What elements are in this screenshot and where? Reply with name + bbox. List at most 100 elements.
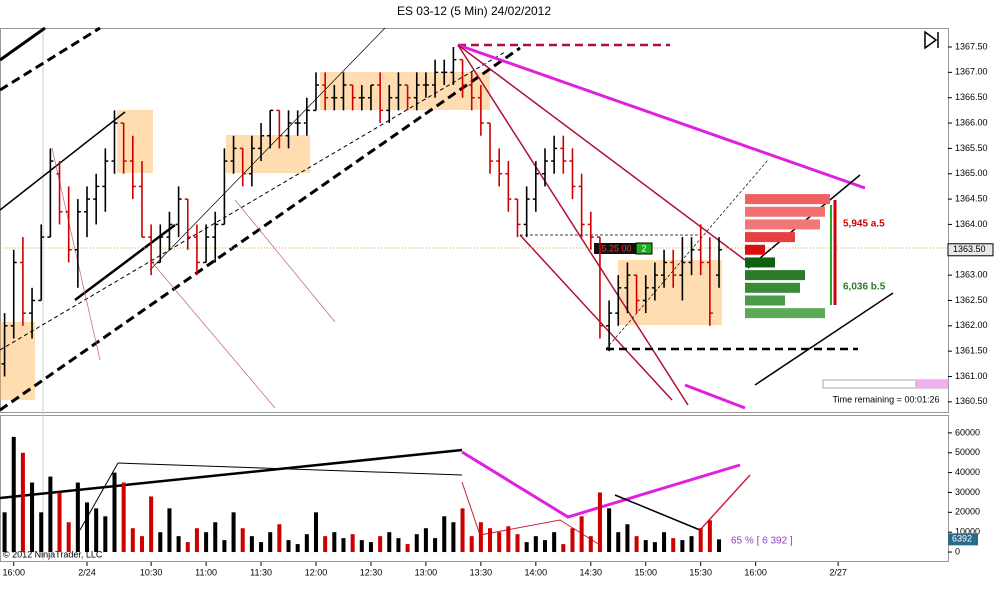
y-tick-label: 1366.00 xyxy=(955,117,988,127)
volume-bar xyxy=(11,436,16,553)
x-tick-label: 11:00 xyxy=(195,567,217,577)
ohlc-bar xyxy=(514,198,521,238)
ohlc-bar xyxy=(670,249,677,288)
last-volume-box xyxy=(948,533,978,546)
ohlc-bar xyxy=(331,85,338,111)
volume-bar xyxy=(57,492,62,553)
timer-progress xyxy=(915,380,948,388)
ohlc-bar xyxy=(688,237,695,276)
ohlc-bar xyxy=(487,122,494,174)
x-tick-label: 15:30 xyxy=(689,567,712,577)
volume-bar xyxy=(396,538,401,553)
y-tick-label: 1364.00 xyxy=(955,219,988,229)
last-price-label: 1363.50 xyxy=(953,244,986,254)
volume-bar xyxy=(350,534,355,553)
timer: Time remaining = 00:01:26 xyxy=(833,394,940,404)
volume-bar xyxy=(634,536,639,553)
volume-trend-magenta xyxy=(461,450,741,519)
ohlc-bar xyxy=(651,262,658,301)
volume-bar xyxy=(213,522,218,553)
qty-box xyxy=(635,242,653,255)
trend-line xyxy=(519,234,673,401)
ohlc-bar xyxy=(468,72,475,111)
ohlc-bar xyxy=(221,148,228,226)
ohlc-bar xyxy=(340,72,347,111)
ohlc-bar xyxy=(560,135,567,174)
x-tick-label: 13:30 xyxy=(470,567,493,577)
ohlc-bar xyxy=(413,72,420,111)
ohlc-bar xyxy=(29,287,36,339)
ohlc-bar xyxy=(496,148,503,187)
x-tick-label: 10:30 xyxy=(140,567,163,577)
volume-bar xyxy=(643,540,648,553)
volume-bar xyxy=(277,524,282,553)
volume-bar xyxy=(149,496,154,553)
ohlc-bar xyxy=(313,72,319,112)
bid-depth-bar xyxy=(745,308,825,319)
ohlc-bar xyxy=(65,186,72,263)
volume-bar xyxy=(478,522,483,553)
volume-bar xyxy=(103,516,108,553)
volume-tick-label: 10000 xyxy=(955,527,980,537)
ohlc-bar xyxy=(1,313,8,377)
ohlc-bar xyxy=(93,173,100,225)
ohlc-bar xyxy=(203,224,210,264)
ohlc-bar xyxy=(56,161,63,225)
volume-bar xyxy=(231,512,236,553)
y-tick-label: 1367.50 xyxy=(955,41,988,51)
ohlc-bar xyxy=(102,148,109,212)
ohlc-bar xyxy=(587,211,594,250)
ohlc-bar xyxy=(358,85,365,111)
y-tick-label: 1360.50 xyxy=(955,396,988,406)
bid-depth-bar xyxy=(745,270,805,281)
volume-bar xyxy=(442,516,447,553)
trend-line xyxy=(457,44,689,406)
volume-trend xyxy=(614,494,701,531)
ohlc-bar xyxy=(184,198,191,250)
volume-bar xyxy=(20,452,25,553)
ohlc-bar xyxy=(10,249,17,339)
ohlc-bar xyxy=(212,211,219,263)
volume-bar xyxy=(552,532,557,553)
scroll-end-button[interactable] xyxy=(924,30,939,50)
trend-line xyxy=(74,224,176,301)
volume-bar xyxy=(341,538,346,553)
volume-bar xyxy=(561,544,566,553)
volume-bar xyxy=(286,540,291,553)
ohlc-bar xyxy=(432,59,439,98)
ohlc-bar xyxy=(450,47,457,86)
ohlc-bar xyxy=(551,135,558,174)
volume-bar xyxy=(39,512,44,553)
volume-bar xyxy=(488,528,493,553)
ohlc-bar xyxy=(459,58,466,98)
volume-bar xyxy=(423,528,428,553)
volume-tick-label: 40000 xyxy=(955,467,980,477)
ohlc-bar xyxy=(267,109,274,149)
ohlc-bar xyxy=(606,300,613,352)
trend-line xyxy=(149,259,276,409)
volume-bar xyxy=(48,476,53,553)
ask-depth-bar xyxy=(745,244,765,255)
volume-tick-label: 20000 xyxy=(955,507,980,517)
volume-bar xyxy=(533,536,538,553)
bid-depth-bar xyxy=(745,282,800,293)
ohlc-bar xyxy=(303,97,310,136)
volume-bar xyxy=(588,536,593,553)
volume-tick-label: 30000 xyxy=(955,487,980,497)
volume-bar xyxy=(414,534,419,553)
volume-bar xyxy=(597,492,602,553)
volume-bar xyxy=(689,536,694,553)
volume-bar xyxy=(671,538,676,553)
volume-bar xyxy=(313,512,319,553)
ohlc-bar xyxy=(633,274,640,314)
ohlc-bar xyxy=(642,275,649,314)
ohlc-bar xyxy=(258,123,265,162)
ohlc-bar xyxy=(615,275,622,326)
trend-line xyxy=(0,26,46,62)
y-tick-label: 1361.50 xyxy=(955,346,988,356)
ask-depth-bar xyxy=(745,194,830,205)
volume-bar xyxy=(176,536,181,553)
ohlc-bar xyxy=(193,224,200,276)
price-panel xyxy=(0,28,949,413)
ohlc-bar xyxy=(697,224,704,276)
